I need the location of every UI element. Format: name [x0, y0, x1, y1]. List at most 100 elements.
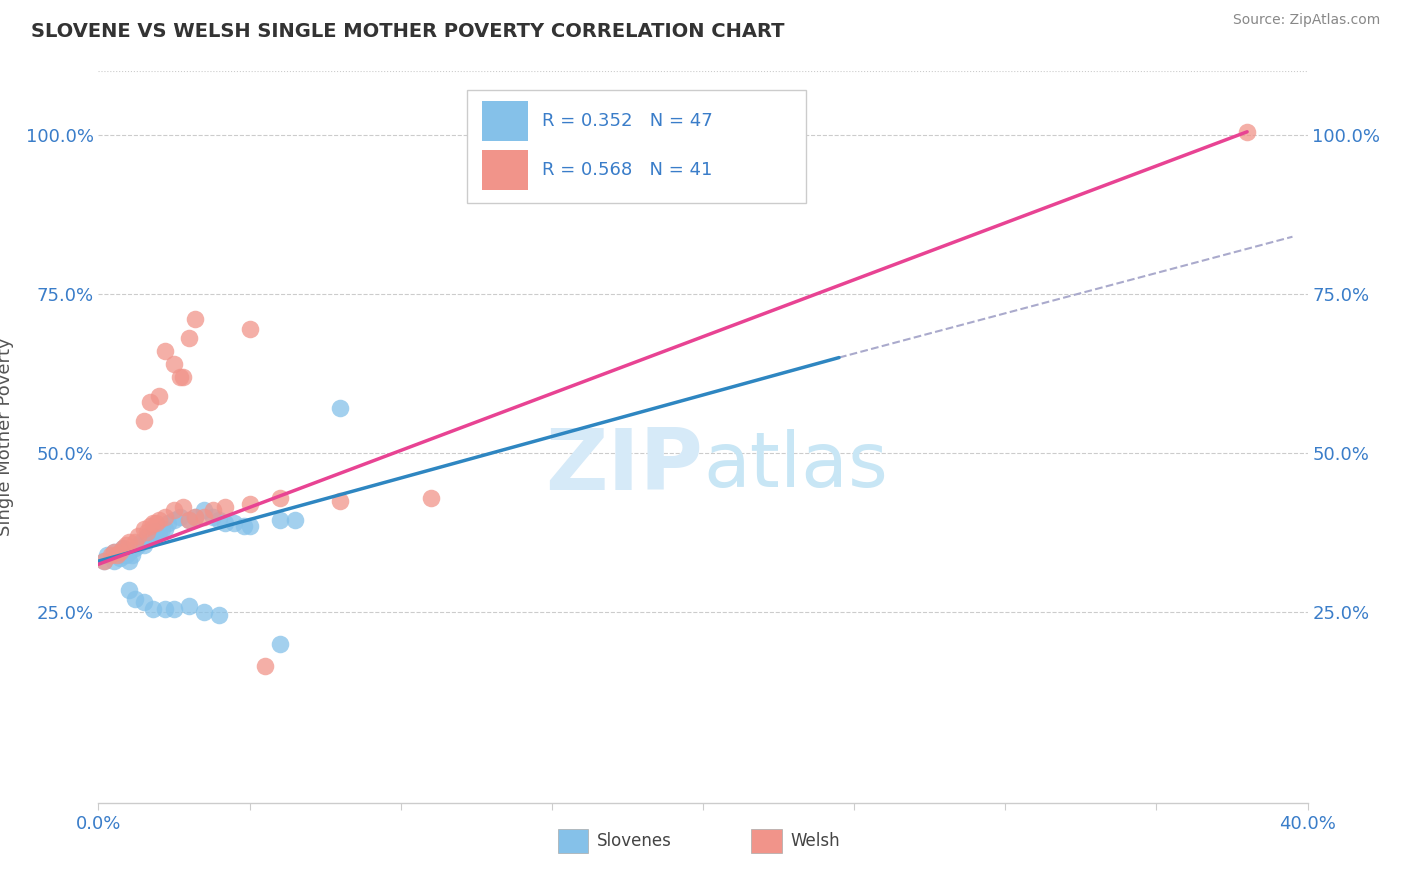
Text: R = 0.568   N = 41: R = 0.568 N = 41: [543, 161, 713, 178]
Point: [103, 554, 125, 568]
Point: [184, 509, 207, 524]
Point: [193, 509, 215, 524]
Point: [139, 519, 162, 533]
Point: [224, 516, 246, 530]
Point: [172, 500, 194, 514]
Point: [284, 513, 307, 527]
Point: [132, 538, 155, 552]
Point: [184, 509, 207, 524]
Text: Source: ZipAtlas.com: Source: ZipAtlas.com: [1233, 13, 1381, 28]
FancyBboxPatch shape: [482, 150, 527, 190]
Point: [93, 554, 115, 568]
Point: [108, 550, 131, 565]
Point: [114, 548, 136, 562]
Point: [172, 369, 194, 384]
Point: [111, 548, 134, 562]
Point: [132, 595, 155, 609]
Point: [163, 503, 186, 517]
Point: [139, 529, 162, 543]
Point: [132, 414, 155, 428]
Point: [132, 522, 155, 536]
Point: [124, 535, 146, 549]
Point: [127, 538, 149, 552]
Point: [202, 503, 225, 517]
Point: [208, 608, 231, 623]
Text: Welsh: Welsh: [790, 832, 839, 850]
Point: [269, 513, 291, 527]
Point: [329, 401, 352, 416]
Point: [269, 637, 291, 651]
Point: [142, 516, 165, 530]
Point: [127, 529, 149, 543]
Point: [142, 525, 165, 540]
Point: [169, 369, 191, 384]
Point: [142, 602, 165, 616]
Point: [253, 659, 276, 673]
Point: [169, 509, 191, 524]
Point: [118, 582, 141, 597]
Point: [114, 538, 136, 552]
Point: [193, 503, 215, 517]
Point: [135, 529, 157, 543]
Point: [208, 513, 231, 527]
Point: [232, 519, 254, 533]
Point: [118, 544, 141, 558]
Point: [93, 554, 115, 568]
Point: [193, 605, 215, 619]
Point: [124, 541, 146, 556]
Text: atlas: atlas: [703, 429, 887, 503]
Point: [153, 522, 176, 536]
Point: [100, 548, 122, 562]
Point: [420, 491, 443, 505]
Point: [124, 592, 146, 607]
Point: [111, 541, 134, 556]
Point: [118, 535, 141, 549]
Point: [150, 522, 173, 536]
Point: [179, 331, 201, 345]
Point: [239, 519, 262, 533]
Point: [179, 599, 201, 613]
Y-axis label: Single Mother Poverty: Single Mother Poverty: [0, 338, 14, 536]
Text: SLOVENE VS WELSH SINGLE MOTHER POVERTY CORRELATION CHART: SLOVENE VS WELSH SINGLE MOTHER POVERTY C…: [31, 22, 785, 41]
FancyBboxPatch shape: [467, 90, 806, 203]
Point: [239, 322, 262, 336]
Point: [184, 312, 207, 326]
Point: [153, 344, 176, 359]
Point: [139, 395, 162, 409]
FancyBboxPatch shape: [558, 830, 588, 853]
FancyBboxPatch shape: [482, 101, 527, 141]
Point: [145, 525, 167, 540]
Point: [239, 497, 262, 511]
Point: [96, 548, 118, 562]
Point: [153, 509, 176, 524]
Point: [118, 554, 141, 568]
Point: [145, 516, 167, 530]
Point: [105, 548, 128, 562]
Point: [179, 513, 201, 527]
Point: [103, 544, 125, 558]
Point: [163, 513, 186, 527]
Point: [153, 602, 176, 616]
Point: [214, 516, 236, 530]
Point: [121, 548, 143, 562]
Point: [108, 544, 131, 558]
Point: [1236, 125, 1258, 139]
Text: R = 0.352   N = 47: R = 0.352 N = 47: [543, 112, 713, 129]
FancyBboxPatch shape: [751, 830, 782, 853]
Point: [156, 516, 179, 530]
Point: [269, 491, 291, 505]
Point: [129, 535, 152, 549]
Point: [148, 389, 170, 403]
Point: [103, 544, 125, 558]
Point: [202, 509, 225, 524]
Point: [163, 357, 186, 371]
Point: [179, 513, 201, 527]
Text: Slovenes: Slovenes: [596, 832, 672, 850]
Point: [214, 500, 236, 514]
Point: [135, 525, 157, 540]
Point: [148, 513, 170, 527]
Point: [148, 525, 170, 540]
Point: [163, 602, 186, 616]
Point: [329, 493, 352, 508]
Text: ZIP: ZIP: [546, 425, 703, 508]
